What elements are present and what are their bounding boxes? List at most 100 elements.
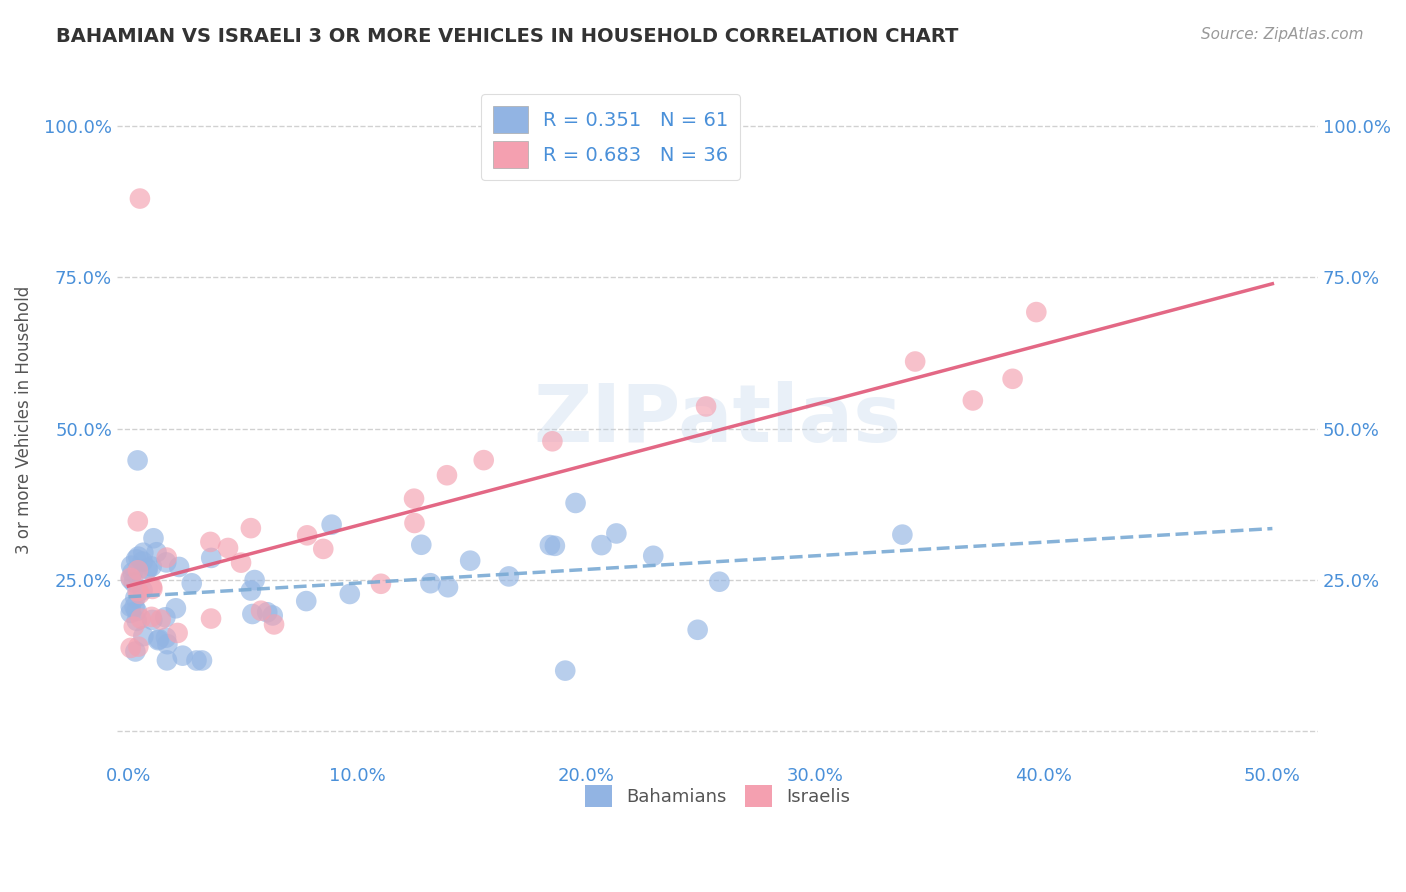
Point [370,576,392,591]
Point [172,648,194,663]
Point [120,573,142,587]
Point [136,562,159,576]
Point [127,549,149,564]
Point [122,619,145,633]
Point [263,617,285,632]
Point [156,637,179,651]
Point [165,601,187,615]
Point [124,644,146,658]
Point [155,610,177,624]
Point [1001,372,1024,386]
Point [262,608,284,623]
Point [156,653,179,667]
Point [127,453,149,467]
Point [554,664,576,678]
Point [136,561,159,575]
Point [120,571,142,585]
Point [141,580,163,594]
Point [242,607,264,621]
Point [411,538,433,552]
Point [142,531,165,545]
Point [124,599,146,614]
Point [695,400,717,414]
Point [141,613,163,627]
Point [200,611,222,625]
Point [402,491,425,506]
Point [217,541,239,555]
Point [437,580,460,594]
Point [544,539,567,553]
Point [472,453,495,467]
Point [229,556,252,570]
Point [643,549,665,563]
Point [200,550,222,565]
Point [125,552,148,566]
Point [131,583,153,598]
Point [404,516,426,530]
Point [538,538,561,552]
Y-axis label: 3 or more Vehicles in Household: 3 or more Vehicles in Household [15,285,32,554]
Point [419,576,441,591]
Text: Source: ZipAtlas.com: Source: ZipAtlas.com [1201,27,1364,42]
Point [127,640,149,654]
Point [458,554,481,568]
Point [155,555,177,569]
Point [166,626,188,640]
Text: BAHAMIAN VS ISRAELI 3 OR MORE VEHICLES IN HOUSEHOLD CORRELATION CHART: BAHAMIAN VS ISRAELI 3 OR MORE VEHICLES I… [56,27,959,45]
Point [180,576,202,591]
Point [564,496,586,510]
Point [127,563,149,577]
Point [256,605,278,619]
Point [541,434,564,449]
Point [312,541,335,556]
Point [321,517,343,532]
Point [709,574,731,589]
Legend: Bahamians, Israelis: Bahamians, Israelis [578,778,858,814]
Point [436,468,458,483]
Point [1025,305,1047,319]
Point [149,613,172,627]
Point [128,587,150,601]
Point [295,594,318,608]
Point [120,606,142,620]
Point [121,566,143,580]
Point [155,631,177,645]
Text: ZIPatlas: ZIPatlas [533,381,901,458]
Point [591,538,613,552]
Point [605,526,627,541]
Point [250,604,273,618]
Point [141,610,163,624]
Point [243,573,266,587]
Point [686,623,709,637]
Point [239,521,262,535]
Point [120,599,142,614]
Point [200,535,222,549]
Point [127,514,149,528]
Point [156,550,179,565]
Point [239,583,262,598]
Point [145,545,167,559]
Point [125,604,148,618]
Point [339,587,361,601]
Point [131,555,153,569]
Point [132,629,155,643]
Point [141,559,163,574]
Point [904,354,927,368]
Point [146,633,169,648]
Point [141,582,163,596]
Point [132,546,155,560]
Point [124,591,146,605]
Point [295,528,318,542]
Point [127,584,149,599]
Point [191,653,214,667]
Point [129,192,152,206]
Point [122,575,145,590]
Point [498,569,520,583]
Point [186,653,208,667]
Point [167,560,190,574]
Point [129,611,152,625]
Point [891,527,914,541]
Point [125,614,148,628]
Point [120,640,142,655]
Point [148,632,170,647]
